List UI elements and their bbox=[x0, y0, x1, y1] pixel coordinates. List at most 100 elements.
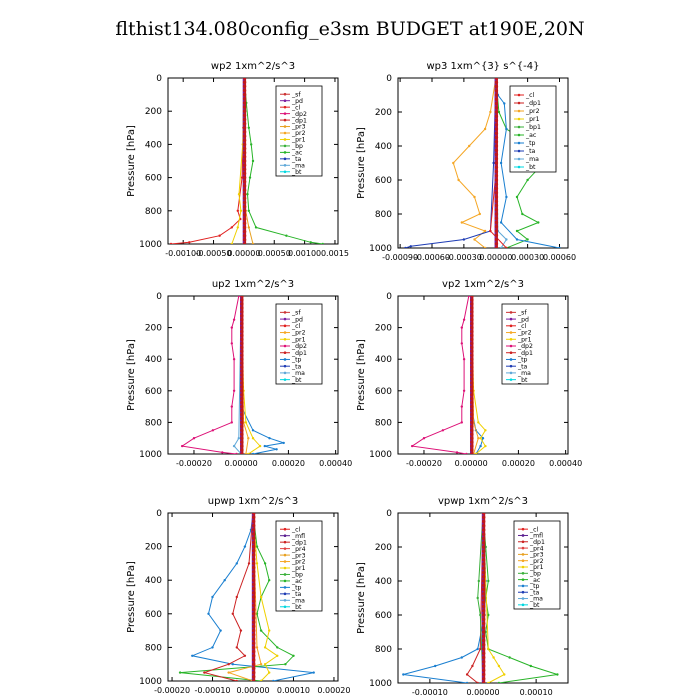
zero-line-marker bbox=[240, 365, 244, 369]
zero-line-marker bbox=[482, 609, 486, 613]
zero-line-marker bbox=[482, 570, 486, 575]
series-point_ac bbox=[487, 613, 490, 617]
zero-line-marker bbox=[240, 321, 244, 326]
series-point_pr1 bbox=[497, 664, 501, 668]
zero-line-marker bbox=[252, 620, 256, 624]
series-point_tp bbox=[460, 656, 463, 659]
series-point_pr1 bbox=[259, 595, 263, 599]
legend-marker bbox=[283, 118, 287, 122]
zero-line-marker bbox=[252, 536, 256, 540]
y-tick-label: 1000 bbox=[139, 450, 162, 460]
legend-entry: _tp bbox=[529, 583, 540, 590]
zero-line-marker bbox=[240, 306, 244, 310]
zero-line-marker bbox=[482, 672, 486, 677]
legend-entry: _ta bbox=[291, 591, 302, 598]
zero-line-marker bbox=[470, 420, 474, 425]
series-line_ac bbox=[244, 78, 323, 244]
legend-marker bbox=[283, 131, 287, 135]
series-point_ac bbox=[246, 193, 249, 196]
x-tick-label: 0.00000 bbox=[466, 688, 499, 697]
y-tick-label: 600 bbox=[375, 611, 392, 621]
legend-entry: _cl bbox=[517, 323, 526, 330]
series-point_ac bbox=[508, 656, 511, 659]
series-point_pr1 bbox=[484, 444, 487, 448]
legend-marker bbox=[509, 337, 513, 341]
zero-line-marker bbox=[494, 80, 499, 85]
series-point_tp bbox=[235, 562, 238, 565]
series-point_tp bbox=[476, 647, 479, 651]
series-point_pr1 bbox=[276, 654, 279, 657]
zero-line-marker bbox=[242, 84, 247, 89]
legend-marker bbox=[283, 534, 287, 537]
zero-line-marker bbox=[252, 553, 256, 557]
zero-line-marker bbox=[494, 97, 499, 102]
series-point_dp1 bbox=[231, 612, 234, 615]
zero-line-marker bbox=[494, 186, 499, 191]
series-point_pr1 bbox=[239, 209, 243, 212]
series-line_ta bbox=[405, 78, 497, 248]
zero-line-marker bbox=[494, 233, 499, 237]
zero-line-marker bbox=[240, 444, 244, 448]
zero-line-marker bbox=[252, 570, 256, 574]
legend-entry: _ma bbox=[291, 163, 305, 170]
series-point_pr1 bbox=[474, 452, 478, 454]
legend-entry: _pd bbox=[517, 316, 529, 323]
series-point_dp1 bbox=[235, 646, 238, 649]
series-point_pr2 bbox=[244, 452, 248, 454]
series-point_tp bbox=[481, 437, 485, 440]
legend-marker bbox=[521, 534, 525, 537]
legend-entry: _bt bbox=[517, 377, 528, 384]
series-point_dp2 bbox=[192, 437, 196, 440]
legend-marker bbox=[283, 553, 287, 557]
panel-2: wp3 1xm^{3} s^{-4} Pressure [hPa] 0 200 400 6… bbox=[356, 61, 576, 262]
y-tick-label: 200 bbox=[375, 543, 392, 553]
zero-line-marker bbox=[470, 393, 474, 397]
series-point_tp bbox=[503, 102, 506, 105]
zero-line-marker bbox=[482, 626, 486, 630]
zero-line-marker bbox=[240, 325, 244, 330]
zero-line-marker bbox=[482, 583, 486, 587]
series-point_dp2 bbox=[230, 421, 233, 424]
legend-entry: _ma bbox=[291, 598, 305, 605]
series-group bbox=[410, 296, 487, 454]
legend-entry: _bt bbox=[291, 169, 302, 176]
zero-line-marker bbox=[494, 229, 499, 233]
zero-line-marker bbox=[242, 175, 247, 180]
zero-line-marker bbox=[470, 329, 474, 334]
legend-entry: _pr1 bbox=[291, 336, 306, 343]
legend-entry: _ma bbox=[517, 370, 531, 377]
series-point_tp bbox=[312, 671, 315, 674]
zero-line-marker bbox=[252, 624, 256, 629]
zero-line-marker bbox=[240, 353, 244, 357]
series-point_ac bbox=[497, 110, 501, 114]
x-tick-label: 0.00000 bbox=[479, 253, 512, 262]
legend-marker bbox=[517, 133, 521, 137]
legend-marker bbox=[283, 599, 287, 602]
y-tick-label: 200 bbox=[145, 324, 162, 334]
series-point_pr1 bbox=[258, 444, 262, 448]
legend-marker bbox=[283, 605, 287, 609]
zero-line-marker bbox=[240, 436, 244, 440]
zero-line-marker bbox=[240, 400, 244, 405]
zero-line-marker bbox=[240, 397, 244, 401]
legend-marker bbox=[283, 344, 287, 348]
legend-marker bbox=[283, 92, 287, 96]
legend-entry: _mfl bbox=[291, 533, 305, 540]
legend-box bbox=[501, 303, 549, 385]
series-point_dp2 bbox=[232, 318, 236, 321]
zero-line-marker bbox=[240, 361, 244, 365]
zero-line-marker bbox=[470, 436, 474, 440]
series-point_bp bbox=[476, 596, 479, 600]
zero-line-marker bbox=[240, 329, 244, 334]
x-tick-label: -0.00010 bbox=[195, 686, 231, 695]
series-point_pr2 bbox=[477, 437, 480, 440]
zero-line-marker bbox=[240, 440, 244, 444]
legend-entry: _tp bbox=[291, 585, 302, 592]
legend-entry: _pr3 bbox=[291, 124, 306, 131]
zero-line-marker bbox=[494, 169, 499, 174]
series-point_ac bbox=[309, 241, 312, 244]
x-tick-label: -0.00060 bbox=[414, 253, 450, 262]
y-axis-label: Pressure [hPa] bbox=[356, 562, 367, 634]
legend-marker bbox=[521, 546, 525, 550]
legend-entry: _pr1 bbox=[525, 116, 540, 123]
